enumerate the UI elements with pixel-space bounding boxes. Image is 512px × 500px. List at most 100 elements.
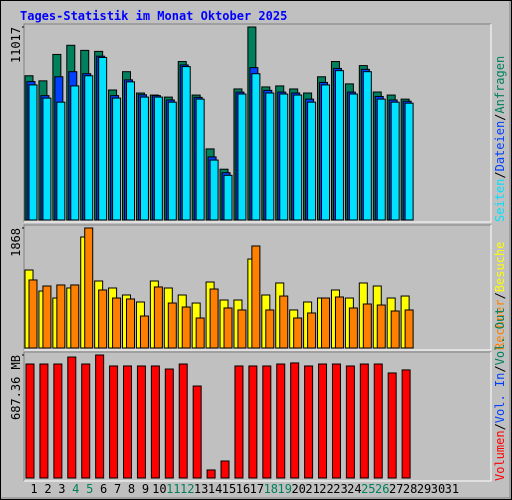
panel-border bbox=[24, 24, 492, 223]
bar bbox=[56, 101, 66, 221]
bar bbox=[84, 75, 94, 221]
bar bbox=[334, 70, 344, 221]
bar bbox=[112, 297, 122, 349]
bar bbox=[167, 101, 177, 221]
legend-entry: Vol. In bbox=[493, 373, 507, 424]
bar bbox=[390, 310, 400, 349]
x-tick-label: 6 bbox=[100, 482, 107, 496]
bar bbox=[262, 365, 272, 479]
legend-entry: Vol. Out bbox=[493, 308, 507, 366]
x-tick-label: 24 bbox=[347, 482, 361, 496]
bar bbox=[304, 365, 314, 479]
bar bbox=[126, 81, 136, 221]
bar bbox=[81, 363, 91, 479]
bar bbox=[237, 93, 247, 221]
bar bbox=[98, 289, 108, 349]
x-tick-label: 13 bbox=[194, 482, 208, 496]
x-tick-label: 20 bbox=[291, 482, 305, 496]
bar bbox=[276, 363, 286, 479]
x-tick-label: 28 bbox=[403, 482, 417, 496]
bar bbox=[139, 96, 149, 221]
legend-separator: / bbox=[493, 114, 507, 121]
bar bbox=[362, 71, 372, 221]
bar bbox=[373, 363, 383, 479]
bar bbox=[387, 372, 397, 479]
x-tick-label: 31 bbox=[445, 482, 459, 496]
x-tick-label: 12 bbox=[180, 482, 194, 496]
x-tick-label: 30 bbox=[431, 482, 445, 496]
x-tick-label: 4 bbox=[72, 482, 79, 496]
bar bbox=[209, 159, 219, 221]
bar bbox=[206, 469, 216, 479]
bar bbox=[390, 101, 400, 221]
bar bbox=[95, 354, 105, 479]
panel-border bbox=[23, 351, 491, 481]
panel-border bbox=[23, 23, 491, 222]
legend-entry: Besuche bbox=[493, 242, 507, 293]
bar bbox=[164, 368, 174, 479]
legend-entry: Rechner bbox=[493, 299, 507, 350]
x-tick-label: 11 bbox=[166, 482, 180, 496]
bar bbox=[220, 460, 230, 479]
bar bbox=[334, 296, 344, 349]
bar bbox=[181, 66, 191, 221]
bar bbox=[98, 56, 108, 221]
bar bbox=[84, 227, 94, 349]
bar bbox=[265, 309, 275, 349]
x-tick-label: 3 bbox=[58, 482, 65, 496]
legend-entry: Dateien bbox=[493, 121, 507, 172]
bar bbox=[178, 363, 188, 479]
bar bbox=[404, 309, 414, 349]
bar bbox=[348, 307, 358, 349]
bar bbox=[321, 84, 331, 221]
x-tick-label: 7 bbox=[114, 482, 121, 496]
bar bbox=[153, 286, 163, 349]
x-tick-label: 5 bbox=[86, 482, 93, 496]
bar bbox=[251, 73, 261, 221]
bar bbox=[126, 298, 136, 349]
bar bbox=[150, 365, 160, 479]
bar bbox=[321, 297, 331, 349]
x-tick-label: 29 bbox=[417, 482, 431, 496]
bar bbox=[223, 174, 233, 221]
bar bbox=[290, 362, 300, 479]
bar bbox=[359, 363, 369, 479]
legend-entry: Seiten bbox=[493, 179, 507, 222]
x-tick-label: 23 bbox=[333, 482, 347, 496]
bar bbox=[318, 363, 328, 479]
bar bbox=[67, 356, 77, 479]
legend-separator: / bbox=[493, 292, 507, 299]
bar bbox=[234, 365, 244, 479]
x-tick-label: 8 bbox=[128, 482, 135, 496]
legend-entry: Anfragen bbox=[493, 56, 507, 114]
panel-border bbox=[24, 225, 492, 351]
bar bbox=[109, 365, 119, 479]
bar bbox=[181, 306, 191, 349]
bar bbox=[39, 363, 49, 479]
bar bbox=[192, 385, 202, 479]
legend-entry: Volumen bbox=[493, 430, 507, 481]
bar bbox=[223, 307, 233, 349]
bar bbox=[345, 365, 355, 479]
x-tick-label: 1 bbox=[30, 482, 37, 496]
bar bbox=[153, 96, 163, 221]
bar bbox=[293, 94, 303, 221]
bar bbox=[136, 365, 146, 479]
bar bbox=[112, 97, 122, 221]
panel-border bbox=[23, 224, 491, 350]
chart-title: Tages-Statistik im Monat Oktober 2025 bbox=[20, 9, 287, 23]
x-tick-label: 19 bbox=[278, 482, 292, 496]
bar bbox=[25, 363, 35, 479]
x-tick-label: 18 bbox=[264, 482, 278, 496]
bar bbox=[307, 101, 317, 221]
x-tick-label: 22 bbox=[319, 482, 333, 496]
bar bbox=[279, 295, 289, 349]
bar bbox=[28, 84, 38, 221]
legend-separator: / bbox=[493, 171, 507, 178]
x-tick-label: 21 bbox=[305, 482, 319, 496]
bar bbox=[28, 279, 38, 349]
x-tick-label: 14 bbox=[208, 482, 222, 496]
x-tick-label: 9 bbox=[142, 482, 149, 496]
